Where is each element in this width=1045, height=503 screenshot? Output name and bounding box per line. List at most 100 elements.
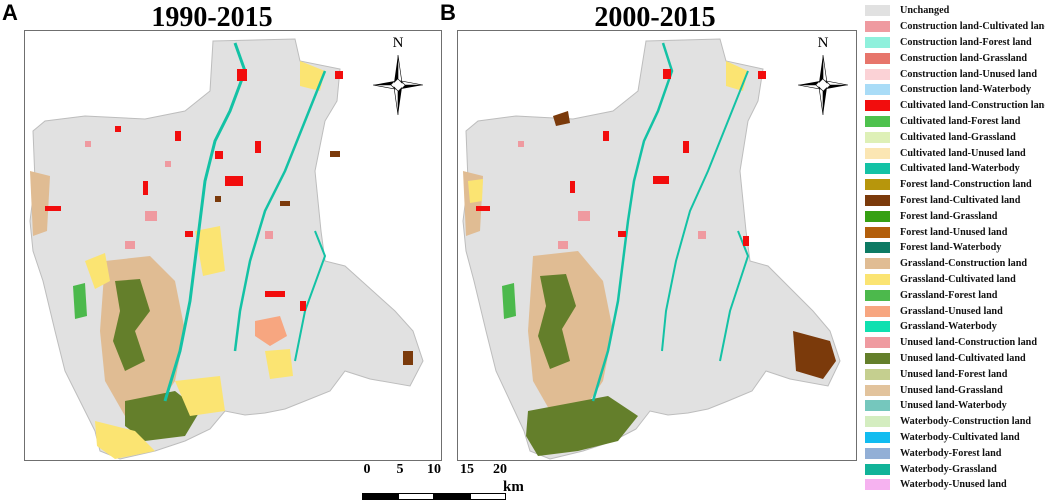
legend-swatch xyxy=(865,163,890,175)
legend-swatch xyxy=(865,479,890,491)
scale-tick-20: 20 xyxy=(493,462,507,477)
legend-item: Waterbody-Construction land xyxy=(865,414,1043,430)
map-a-region xyxy=(29,38,424,460)
forest-cultivated-patches xyxy=(215,151,413,365)
legend-label: Waterbody-Forest land xyxy=(900,447,1002,459)
study-area-outline xyxy=(29,38,424,460)
legend-swatch xyxy=(865,289,890,301)
grassland-forest-patch xyxy=(73,283,87,319)
grassland-cultivated-patch-2 xyxy=(85,253,110,289)
legend-swatch xyxy=(865,21,890,33)
grassland-cultivated-patch-4 xyxy=(175,376,225,416)
legend-label: Unchanged xyxy=(900,5,950,17)
legend-label: Unused land-Cultivated land xyxy=(900,352,1026,364)
scale-bar: 0 5 10 15 20 km xyxy=(360,462,545,502)
legend-item: Forest land-Cultivated land xyxy=(865,193,1043,209)
legend: Unchanged Construction land-Cultivated la… xyxy=(865,3,1045,493)
legend-swatch xyxy=(865,210,890,222)
legend-swatch xyxy=(865,431,890,443)
grassland-unused-patch xyxy=(255,316,287,346)
legend-item: Forest land-Unused land xyxy=(865,224,1043,240)
legend-label: Construction land-Forest land xyxy=(900,36,1032,48)
panel-b-letter: B xyxy=(440,0,456,25)
legend-item: Unused land-Waterbody xyxy=(865,398,1043,414)
legend-swatch xyxy=(865,115,890,127)
legend-item: Unused land-Grassland xyxy=(865,382,1043,398)
legend-item: Construction land-Waterbody xyxy=(865,82,1043,98)
grassland-cultivated-patch xyxy=(95,421,155,459)
legend-swatch xyxy=(865,400,890,412)
river-line-2 xyxy=(233,70,327,352)
legend-item: Grassland-Waterbody xyxy=(865,319,1043,335)
legend-item: Unused land-Cultivated land xyxy=(865,351,1043,367)
north-label-a: N xyxy=(392,35,404,51)
north-arrow-a: N xyxy=(373,35,423,121)
legend-item: Grassland-Construction land xyxy=(865,256,1043,272)
legend-label: Waterbody-Cultivated land xyxy=(900,431,1020,443)
legend-label: Construction land-Grassland xyxy=(900,52,1028,64)
unused-cultivated-patch-2 xyxy=(526,396,638,456)
legend-swatch xyxy=(865,384,890,396)
grassland-cultivated-patch-2 xyxy=(468,179,483,203)
legend-swatch xyxy=(865,84,890,96)
unused-cultivated-patch xyxy=(113,279,150,371)
north-label-b: N xyxy=(817,35,829,51)
legend-label: Grassland-Unused land xyxy=(900,305,1003,317)
legend-swatch xyxy=(865,321,890,333)
legend-swatch xyxy=(865,352,890,364)
scale-tick-5: 5 xyxy=(396,462,404,477)
legend-swatch xyxy=(865,5,890,17)
grassland-cultivated-patch-3 xyxy=(195,226,225,276)
legend-label: Unused land-Waterbody xyxy=(900,400,1007,412)
legend-item: Construction land-Unused land xyxy=(865,66,1043,82)
scale-segment xyxy=(398,493,434,500)
legend-swatch xyxy=(865,179,890,191)
legend-item: Forest land-Construction land xyxy=(865,177,1043,193)
map-panel-b: N xyxy=(457,30,857,461)
panel-b-title: 2000-2015 xyxy=(594,2,716,33)
legend-label: Waterbody-Grassland xyxy=(900,463,997,475)
legend-label: Waterbody-Construction land xyxy=(900,416,1032,428)
legend-swatch xyxy=(865,100,890,112)
unused-cultivated-patch-2 xyxy=(125,391,200,441)
scale-unit: km xyxy=(503,479,524,495)
legend-label: Cultivated land-Grassland xyxy=(900,131,1016,143)
forest-cultivated-patch-2 xyxy=(553,111,570,126)
construction-patches xyxy=(476,69,766,246)
map-panel-a: N xyxy=(24,30,442,461)
legend-item: Construction land-Grassland xyxy=(865,50,1043,66)
north-arrow-b: N xyxy=(798,35,848,121)
legend-item: Cultivated land-Construction land xyxy=(865,98,1045,114)
legend-label: Forest land-Waterbody xyxy=(900,242,1002,254)
legend-swatch xyxy=(865,131,890,143)
legend-swatch xyxy=(865,447,890,459)
legend-item: Grassland-Forest land xyxy=(865,287,1043,303)
legend-swatch xyxy=(865,258,890,270)
legend-label: Forest land-Unused land xyxy=(900,226,1008,238)
legend-label: Cultivated land-Waterbody xyxy=(900,163,1020,175)
legend-label: Forest land-Cultivated land xyxy=(900,194,1021,206)
legend-label: Construction land-Waterbody xyxy=(900,84,1032,96)
scale-segment xyxy=(362,493,398,500)
construction-cultivated-patches xyxy=(85,141,273,249)
scale-tick-0: 0 xyxy=(363,462,371,477)
legend-swatch xyxy=(865,463,890,475)
legend-swatch xyxy=(865,416,890,428)
legend-item: Unused land-Construction land xyxy=(865,335,1043,351)
legend-label: Grassland-Cultivated land xyxy=(900,273,1016,285)
river-line-2 xyxy=(661,70,749,352)
river-line xyxy=(163,42,247,402)
legend-item: Unchanged xyxy=(865,3,1043,19)
scale-segment xyxy=(434,493,470,500)
legend-label: Grassland-Construction land xyxy=(900,258,1028,270)
legend-label: Waterbody-Unused land xyxy=(900,479,1007,491)
legend-item: Waterbody-Cultivated land xyxy=(865,430,1043,446)
scale-tick-10: 10 xyxy=(427,462,441,477)
construction-cultivated-patches xyxy=(518,141,706,249)
legend-item: Cultivated land-Waterbody xyxy=(865,161,1043,177)
legend-label: Unused land-Construction land xyxy=(900,337,1038,349)
legend-item: Unused land-Forest land xyxy=(865,366,1043,382)
legend-item: Grassland-Unused land xyxy=(865,303,1043,319)
legend-swatch xyxy=(865,147,890,159)
legend-item: Construction land-Forest land xyxy=(865,35,1043,51)
